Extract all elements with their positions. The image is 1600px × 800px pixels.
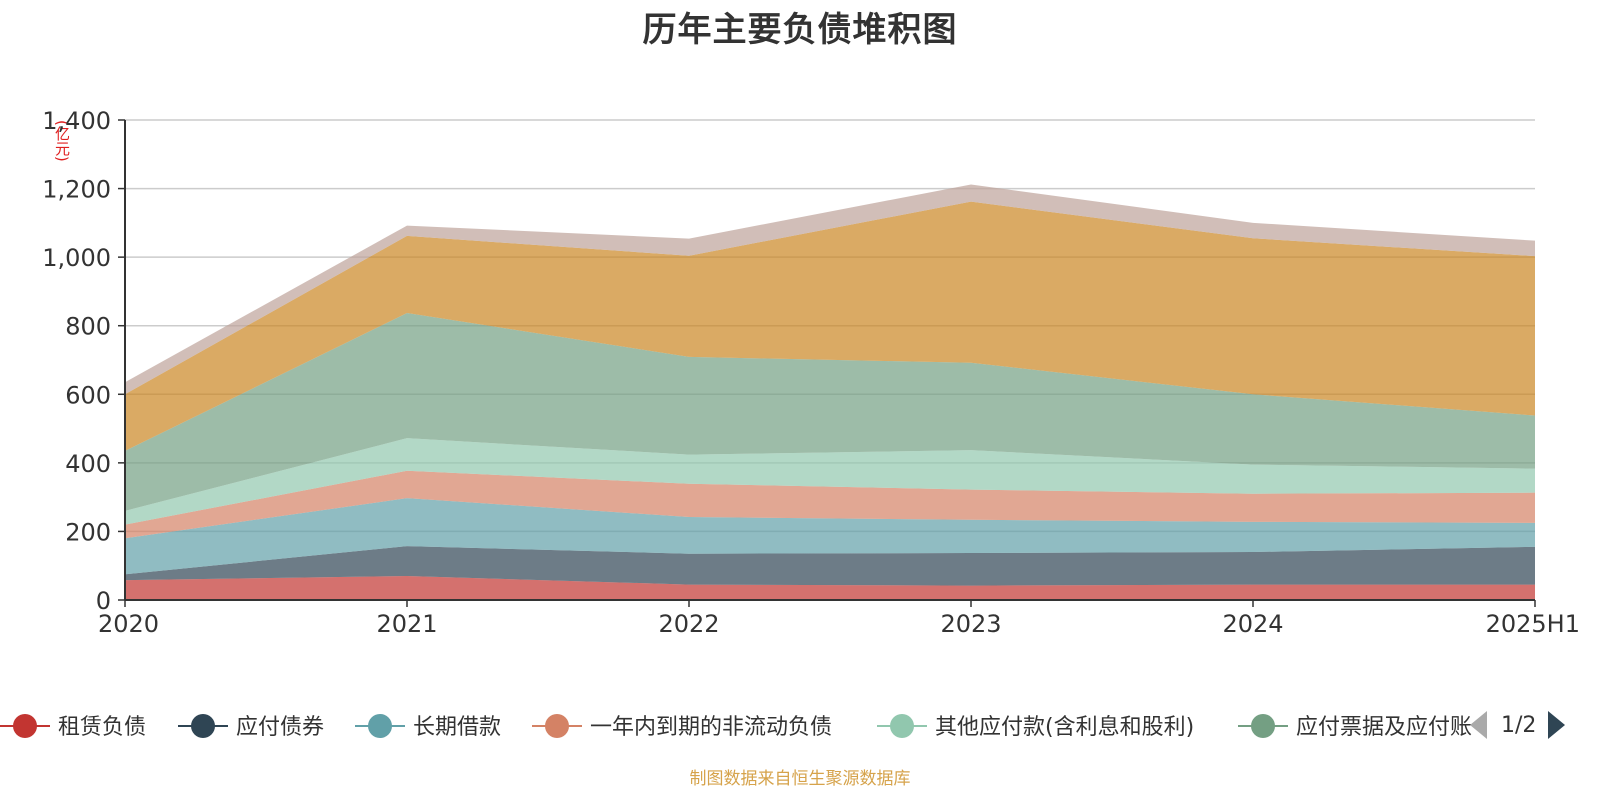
axes: 0 200 400 600 800 1,000 1,200 1,400 2020 2021 2022… — [42, 107, 1580, 638]
y-tick-label: 800 — [65, 313, 111, 341]
area-series — [125, 498, 1535, 575]
legend-label: 长期借款 — [413, 715, 502, 740]
x-tick-label: 2024 — [1222, 610, 1283, 638]
legend-marker — [355, 705, 405, 745]
y-tick-label: 1,400 — [42, 107, 111, 135]
area-series — [125, 438, 1535, 525]
legend-label: 应付票据及应付账 — [1296, 715, 1473, 740]
legend-marker — [0, 705, 50, 745]
legend-label: 其他应付款(含利息和股利) — [935, 715, 1195, 740]
x-tick-label: 2023 — [940, 610, 1001, 638]
y-tick-label: 400 — [65, 450, 111, 478]
area-series — [125, 184, 1535, 600]
x-tick-label: 2022 — [658, 610, 719, 638]
x-tick-label: 2021 — [376, 610, 437, 638]
y-tick-label: 200 — [65, 518, 111, 546]
source-note: 制图数据来自恒生聚源数据库 — [689, 769, 911, 789]
y-tick-label: 600 — [65, 381, 111, 409]
area-series — [125, 201, 1535, 451]
area-series — [125, 576, 1535, 600]
legend-item-other-payables[interactable]: 其他应付款(含利息和股利) — [877, 705, 1194, 745]
area-series — [125, 470, 1535, 539]
y-axis-unit: (亿元) — [53, 120, 71, 162]
legend-label: 应付债券 — [236, 715, 325, 740]
y-tick-label: 1,000 — [42, 244, 111, 272]
x-tick-label: 2020 — [98, 610, 159, 638]
legend-label: 一年内到期的非流动负债 — [590, 715, 833, 740]
legend-marker — [877, 705, 927, 745]
y-tick-label: 0 — [96, 587, 111, 615]
previous-page-icon[interactable] — [1470, 711, 1487, 739]
area-series — [125, 184, 1535, 395]
legend-marker — [532, 705, 582, 745]
legend-item-bonds-payable[interactable]: 应付债券 — [178, 705, 324, 745]
legend: 租赁负债 应付债券 长期借款 一年内到期的非流动负债 其他应付款(含利息和股利)… — [0, 705, 1600, 745]
legend-item-lease-liabilities[interactable]: 租赁负债 — [0, 705, 146, 745]
y-tick-label: 1,200 — [42, 176, 111, 204]
x-tick-label: 2025H1 — [1486, 610, 1580, 638]
area-series — [125, 546, 1535, 586]
legend-marker — [178, 705, 228, 745]
legend-page-indicator: 1/2 — [1501, 712, 1537, 738]
stacked-area-chart: 0 200 400 600 800 1,000 1,200 1,400 2020 2021 2022… — [42, 107, 1580, 638]
chart-title: 历年主要负债堆积图 — [642, 10, 958, 50]
legend-item-notes-accounts-payable[interactable]: 应付票据及应付账 — [1238, 705, 1483, 745]
area-series — [125, 313, 1535, 511]
legend-marker — [1238, 705, 1288, 745]
next-page-icon[interactable] — [1548, 711, 1566, 739]
legend-pager: 1/2 — [1470, 705, 1566, 745]
legend-label: 租赁负债 — [58, 715, 147, 740]
legend-item-long-term-loans[interactable]: 长期借款 — [355, 705, 501, 745]
legend-item-current-portion-noncurrent[interactable]: 一年内到期的非流动负债 — [532, 705, 832, 745]
